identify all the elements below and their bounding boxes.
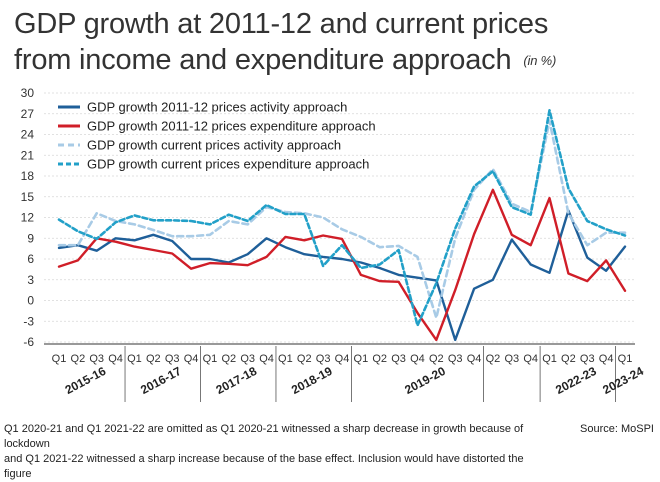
title-line-2-text: from income and expenditure approach — [14, 44, 512, 76]
x-tick-label: Q4 — [259, 353, 274, 365]
x-tick-label: Q3 — [316, 353, 331, 365]
x-tick-label: Q1 — [542, 353, 557, 365]
x-tick-label: Q4 — [335, 353, 350, 365]
x-tick-label: Q2 — [297, 353, 312, 365]
title-line-1: GDP growth at 2011-12 and current prices — [14, 8, 549, 40]
x-tick-label: Q3 — [580, 353, 595, 365]
y-tick-label: -6 — [23, 335, 34, 349]
x-tick-label: Q2 — [221, 353, 236, 365]
title-line-2: from income and expenditure approach (in … — [14, 42, 644, 79]
x-tick-label: Q1 — [203, 353, 218, 365]
x-tick-label: Q4 — [108, 353, 123, 365]
x-tick-label: Q4 — [523, 353, 538, 365]
legend-entry: GDP growth current prices expenditure ap… — [87, 157, 369, 172]
x-axis: Q1 Q2 Q3 Q4 Q1 Q2 Q3 Q4 Q1 Q2 Q3 Q4 Q1 Q2 Q3 Q4 Q1 Q2 Q3 Q4… — [44, 343, 646, 402]
y-tick-label: 24 — [21, 128, 35, 142]
year-label: 2022-23 — [553, 364, 599, 397]
x-tick-label: Q3 — [165, 353, 180, 365]
y-tick-label: 18 — [21, 169, 35, 183]
x-tick-label: Q4 — [467, 353, 482, 365]
series-line — [57, 188, 627, 342]
x-tick-label: Q3 — [504, 353, 519, 365]
x-tick-label: Q1 — [354, 353, 369, 365]
year-label: 2023-24 — [600, 364, 646, 397]
x-tick-label: Q3 — [89, 353, 104, 365]
series-lines — [57, 109, 627, 342]
legend-entry: GDP growth current prices activity appro… — [87, 138, 341, 153]
y-tick-label: 30 — [21, 86, 35, 100]
year-label: 2016-17 — [138, 364, 184, 397]
legend: GDP growth 2011-12 prices activity appro… — [58, 100, 376, 172]
y-tick-label: 3 — [27, 273, 34, 287]
y-tick-label: 6 — [27, 252, 34, 266]
legend-entry: GDP growth 2011-12 prices activity appro… — [87, 100, 347, 115]
x-tick-label: Q4 — [184, 353, 199, 365]
y-tick-label: 21 — [21, 148, 35, 162]
x-tick-label: Q2 — [561, 353, 576, 365]
year-label: 2015-16 — [63, 364, 109, 397]
x-tick-label: Q2 — [71, 353, 86, 365]
x-tick-label: Q1 — [618, 353, 633, 365]
series-line — [57, 209, 627, 342]
footnote-line-1: Q1 2020-21 and Q1 2021-22 are omitted as… — [4, 423, 524, 450]
x-tick-label: Q3 — [391, 353, 406, 365]
x-tick-label: Q3 — [240, 353, 255, 365]
y-tick-label: 15 — [21, 190, 35, 204]
x-tick-label: Q2 — [486, 353, 501, 365]
y-tick-label: 12 — [21, 211, 35, 225]
y-tick-label: 27 — [21, 107, 35, 121]
x-tick-label: Q4 — [410, 353, 425, 365]
year-label: 2019-20 — [402, 364, 448, 397]
x-tick-label: Q2 — [429, 353, 444, 365]
year-label: 2017-18 — [214, 364, 260, 397]
source-note: Source: MoSPI — [580, 423, 654, 435]
x-tick-label: Q2 — [146, 353, 161, 365]
y-tick-label: -3 — [23, 314, 34, 328]
footnote: Q1 2020-21 and Q1 2021-22 are omitted as… — [4, 422, 544, 482]
x-tick-label: Q1 — [52, 353, 67, 365]
legend-entry: GDP growth 2011-12 prices expenditure ap… — [87, 119, 376, 134]
chart-title: GDP growth at 2011-12 and current prices… — [14, 6, 644, 79]
x-tick-label: Q2 — [372, 353, 387, 365]
x-tick-label: Q4 — [599, 353, 614, 365]
footnote-line-2: and Q1 2021-22 witnessed a sharp increas… — [4, 453, 524, 480]
series-line — [57, 109, 627, 327]
y-axis: -6 -3 0 3 6 9 12 15 18 21 24 27 30 — [21, 86, 35, 349]
y-tick-label: 0 — [27, 294, 34, 308]
y-tick-label: 9 — [27, 231, 34, 245]
x-tick-label: Q1 — [278, 353, 293, 365]
year-label: 2018-19 — [289, 364, 335, 397]
unit-label: (in %) — [523, 53, 557, 69]
x-tick-label: Q1 — [127, 353, 142, 365]
x-tick-label: Q3 — [448, 353, 463, 365]
grid-lines — [44, 92, 635, 343]
